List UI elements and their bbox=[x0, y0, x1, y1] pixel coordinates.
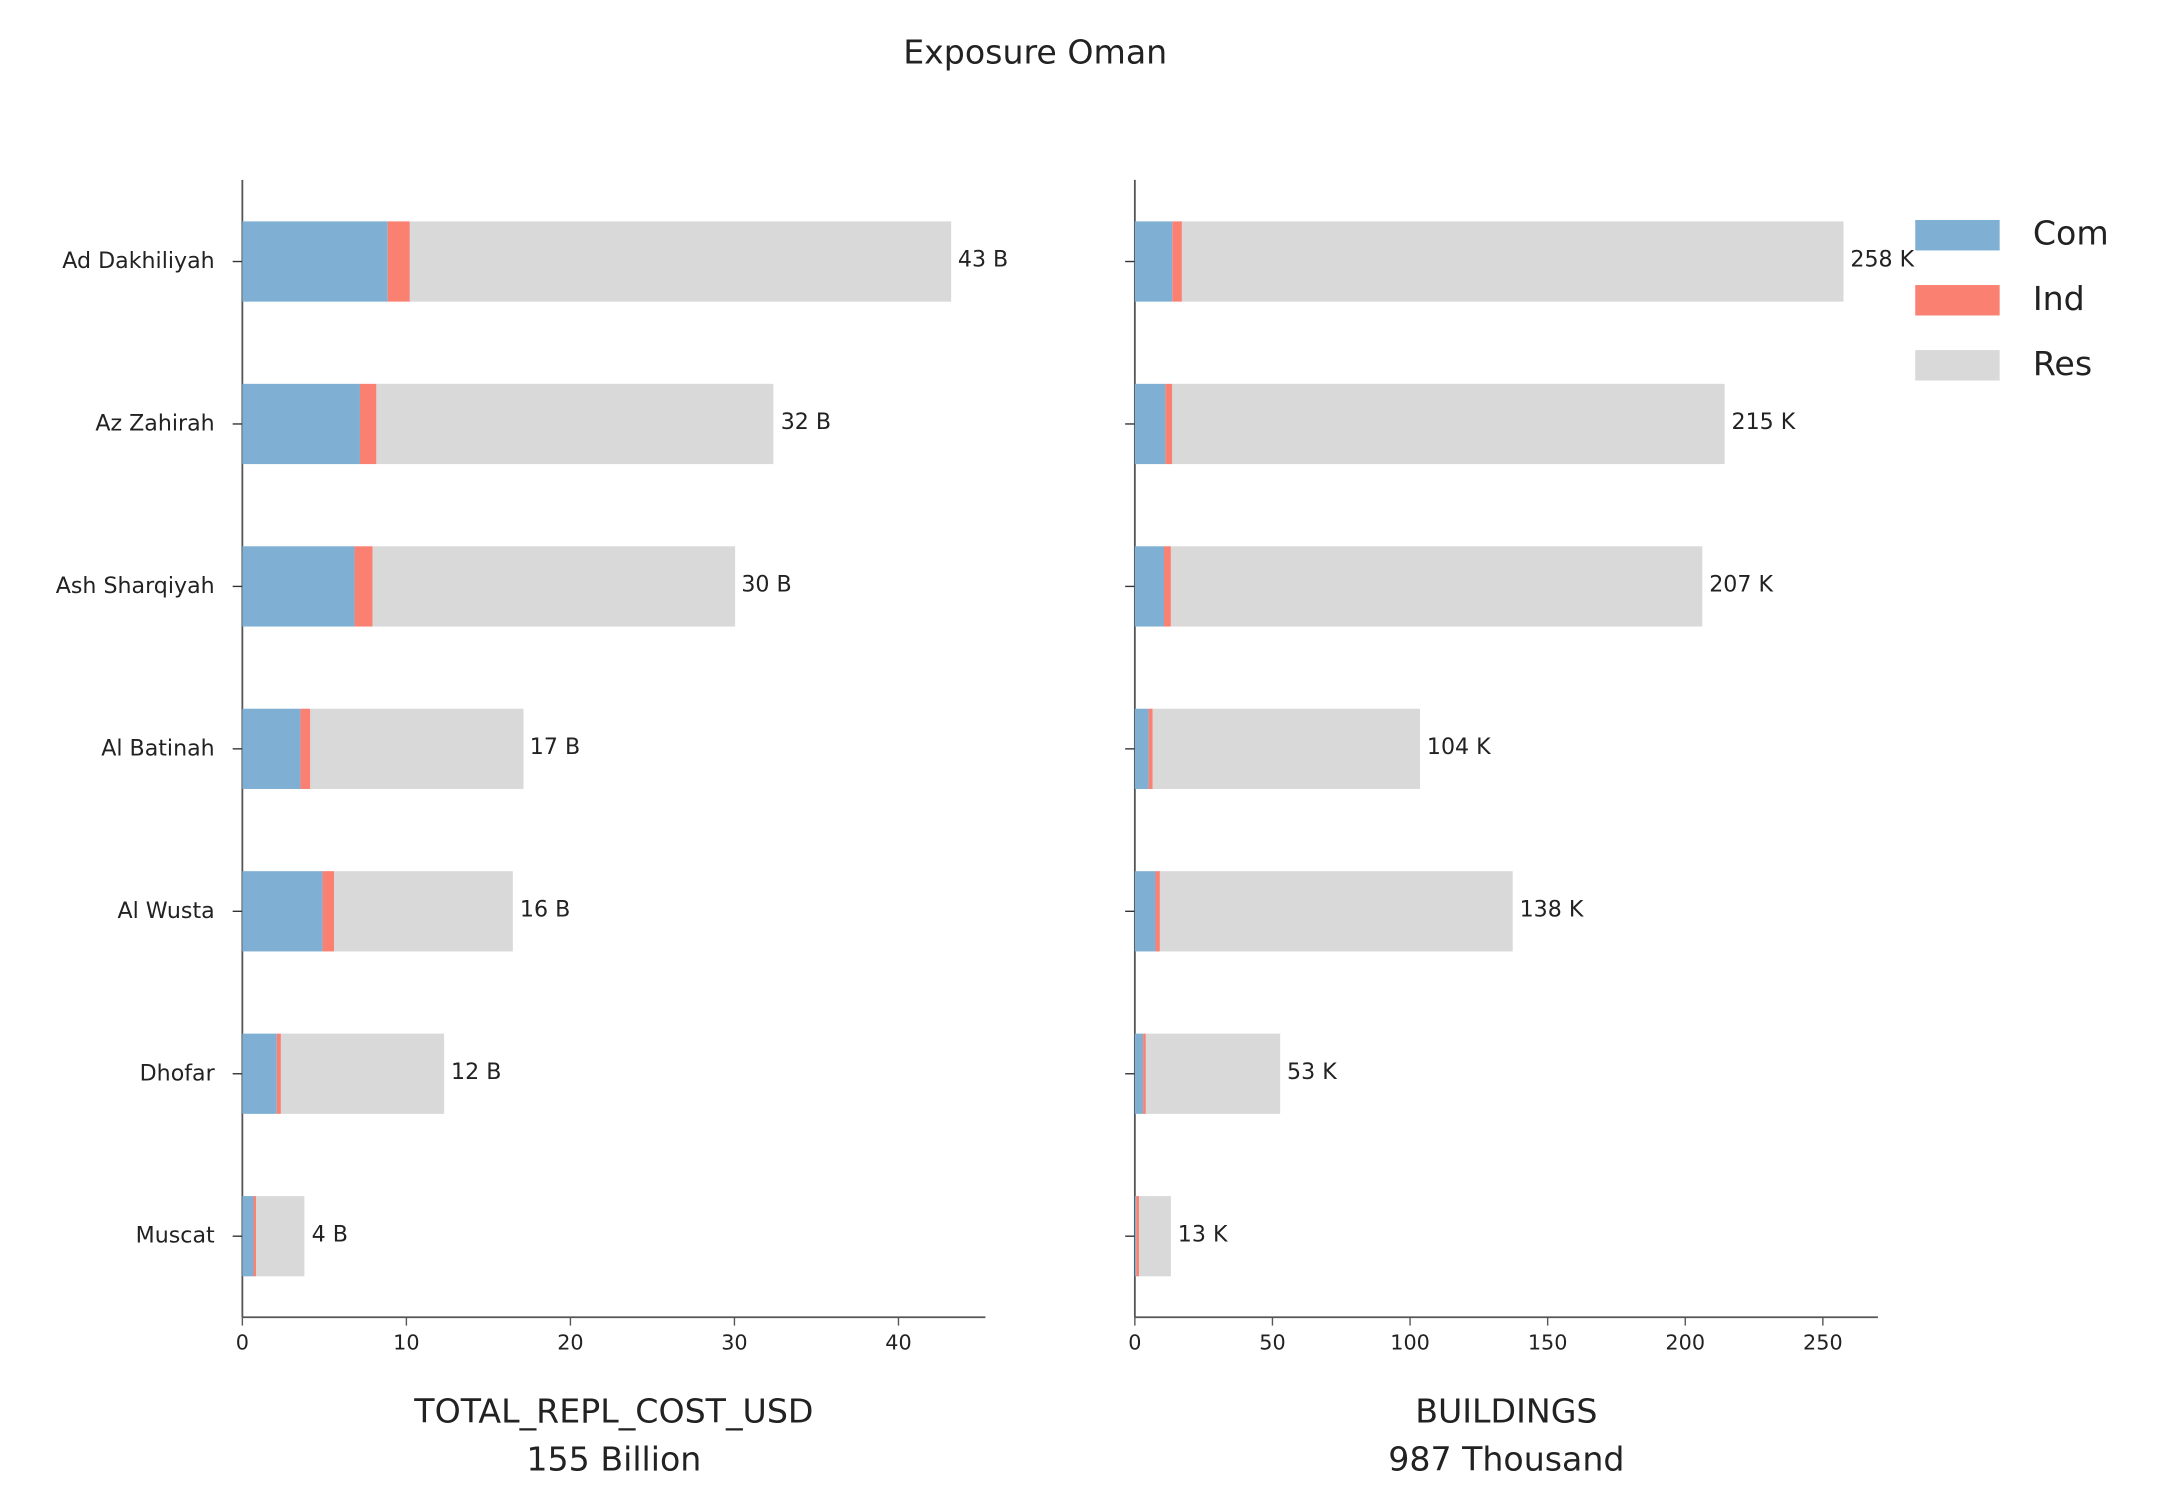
total-label: 138 K bbox=[1520, 896, 1584, 922]
total-label: 207 K bbox=[1709, 572, 1773, 598]
total-label: 32 B bbox=[781, 409, 831, 435]
bar-segment bbox=[1155, 871, 1160, 952]
y-tick-label: Ash Sharqiyah bbox=[56, 573, 215, 599]
bar-segment bbox=[280, 1033, 445, 1114]
bar-segment bbox=[1165, 383, 1173, 465]
total-label: 43 B bbox=[958, 247, 1008, 273]
total-label: 53 K bbox=[1287, 1059, 1337, 1085]
bar-segment bbox=[1138, 1196, 1171, 1277]
total-label: 258 K bbox=[1850, 247, 1914, 273]
bar-segment bbox=[276, 1033, 281, 1114]
y-tick-label: Al Wusta bbox=[118, 898, 215, 924]
x-axis-label: BUILDINGS bbox=[1415, 1391, 1597, 1430]
x-tick-label: 30 bbox=[721, 1331, 747, 1355]
legend-swatch bbox=[1915, 220, 2000, 251]
bar-segment bbox=[253, 1196, 256, 1277]
bar-segment bbox=[1172, 221, 1182, 302]
bar-segment bbox=[1170, 546, 1703, 627]
bar-segment bbox=[1159, 871, 1513, 952]
bar-segment bbox=[354, 546, 373, 627]
bar-segment bbox=[1143, 1033, 1146, 1114]
bar-segment bbox=[300, 708, 311, 789]
y-tick-label: Dhofar bbox=[140, 1060, 216, 1086]
bar-segment bbox=[1172, 383, 1725, 465]
bar-segment bbox=[1164, 546, 1171, 627]
bar-segment bbox=[242, 1196, 254, 1277]
bar-segment bbox=[372, 546, 736, 627]
bar-segment bbox=[1134, 546, 1165, 627]
bar-segment bbox=[387, 221, 410, 302]
x-tick-label: 200 bbox=[1665, 1331, 1705, 1355]
bar-segment bbox=[1134, 1033, 1144, 1114]
total-label: 17 B bbox=[530, 734, 580, 760]
bar-segment bbox=[242, 546, 355, 627]
bar-segment bbox=[255, 1196, 305, 1277]
y-tick-label: Az Zahirah bbox=[95, 410, 214, 436]
x-tick-label: 0 bbox=[236, 1331, 249, 1355]
bar-segment bbox=[242, 1033, 277, 1114]
bar-segment bbox=[359, 383, 377, 465]
y-tick-label: Muscat bbox=[136, 1223, 215, 1249]
bar-segment bbox=[310, 708, 524, 789]
total-label: 215 K bbox=[1732, 409, 1796, 435]
bar-segment bbox=[1134, 1196, 1137, 1277]
chart-title: Exposure Oman bbox=[903, 32, 1167, 71]
bar-segment bbox=[1181, 221, 1844, 302]
bar-segment bbox=[1134, 383, 1166, 465]
bar-segment bbox=[242, 708, 301, 789]
x-axis-sublabel: 155 Billion bbox=[526, 1440, 701, 1479]
total-label: 104 K bbox=[1427, 734, 1491, 760]
x-tick-label: 10 bbox=[393, 1331, 419, 1355]
x-axis-sublabel: 987 Thousand bbox=[1388, 1440, 1624, 1479]
x-tick-label: 0 bbox=[1128, 1331, 1141, 1355]
legend-swatch bbox=[1915, 350, 2000, 381]
x-tick-label: 100 bbox=[1390, 1331, 1430, 1355]
x-tick-label: 250 bbox=[1803, 1331, 1843, 1355]
bar-segment bbox=[1152, 708, 1420, 789]
bar-segment bbox=[242, 383, 360, 465]
x-tick-label: 150 bbox=[1528, 1331, 1568, 1355]
legend-label: Ind bbox=[2033, 279, 2085, 318]
bar-segment bbox=[1136, 1196, 1139, 1277]
bar-segment bbox=[1134, 708, 1149, 789]
x-axis-label: TOTAL_REPL_COST_USD bbox=[413, 1391, 813, 1430]
bar-segment bbox=[376, 383, 774, 465]
bar-segment bbox=[322, 871, 335, 952]
x-tick-label: 40 bbox=[885, 1331, 911, 1355]
bar-segment bbox=[242, 221, 388, 302]
bar-segment bbox=[1134, 221, 1173, 302]
bar-segment bbox=[334, 871, 513, 952]
bar-segment bbox=[242, 871, 323, 952]
bar-segment bbox=[1148, 708, 1153, 789]
bar-segment bbox=[1134, 871, 1156, 952]
bar-segment bbox=[409, 221, 952, 302]
x-tick-label: 50 bbox=[1259, 1331, 1285, 1355]
legend-label: Com bbox=[2033, 214, 2109, 253]
total-label: 12 B bbox=[451, 1059, 501, 1085]
x-tick-label: 20 bbox=[557, 1331, 583, 1355]
legend-swatch bbox=[1915, 285, 2000, 316]
total-label: 30 B bbox=[741, 572, 791, 598]
total-label: 16 B bbox=[520, 896, 570, 922]
y-tick-label: Al Batinah bbox=[101, 735, 214, 761]
y-tick-label: Ad Dakhiliyah bbox=[62, 248, 214, 274]
total-label: 13 K bbox=[1178, 1221, 1228, 1247]
total-label: 4 B bbox=[312, 1221, 348, 1247]
legend-label: Res bbox=[2033, 344, 2092, 383]
bar-segment bbox=[1145, 1033, 1281, 1114]
